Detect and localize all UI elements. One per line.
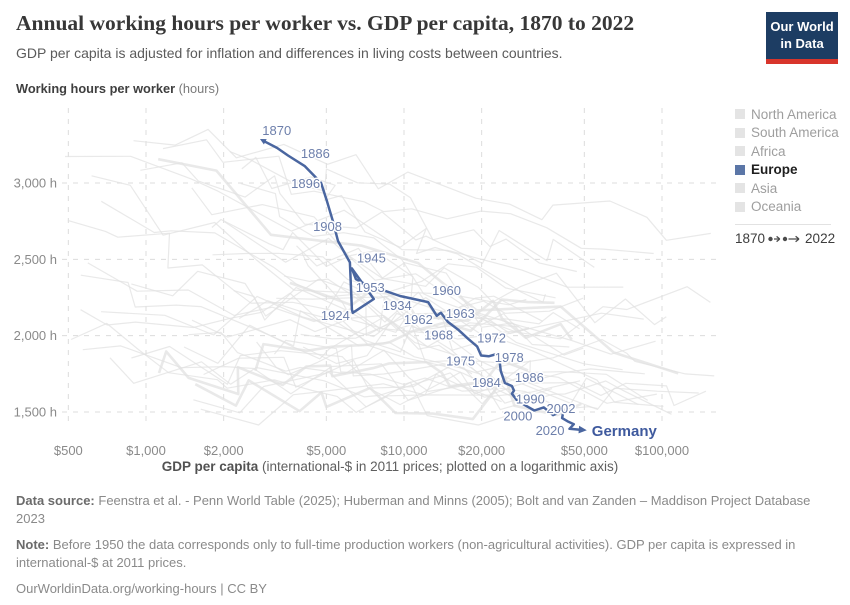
legend-swatch-south-america (735, 127, 745, 138)
legend-label-asia: Asia (751, 180, 778, 196)
year-label-1975: 1975 (446, 354, 475, 369)
legend-label-south-america: South America (751, 125, 839, 141)
data-source-text: Feenstra et al. - Penn World Table (2025… (16, 493, 811, 527)
year-label-1962: 1962 (404, 312, 433, 327)
gridlines: $500 $1,000 $2,000 $5,000 $10,000 $20,000 $50,… (14, 108, 718, 458)
x-tick-label: $5,000 (306, 443, 346, 458)
legend-item-south-america[interactable]: South America (735, 124, 845, 143)
year-label-2002: 2002 (547, 401, 576, 416)
chart-subtitle: GDP per capita is adjusted for inflation… (16, 44, 563, 61)
timeline-arrow-icon (768, 235, 800, 242)
legend-item-europe[interactable]: Europe (735, 161, 845, 180)
legend-label-africa: Africa (751, 143, 786, 159)
year-label-1896: 1896 (291, 176, 320, 191)
germany-label[interactable]: Germany (590, 422, 659, 442)
year-label-1986: 1986 (515, 370, 544, 385)
y-axis-title: Working hours per worker (hours) (16, 81, 219, 96)
year-label-1978: 1978 (495, 350, 524, 365)
page-title: Annual working hours per worker vs. GDP … (16, 11, 635, 35)
year-label-1924: 1924 (321, 308, 350, 323)
y-tick-label: 2,500 h (14, 252, 57, 267)
legend-item-asia[interactable]: Asia (735, 179, 845, 198)
year-label-1990: 1990 (516, 392, 545, 407)
year-label-2000: 2000 (503, 409, 532, 424)
footer-separator: | (216, 580, 228, 596)
x-tick-label: $1,000 (126, 443, 166, 458)
note-line: Note: Before 1950 the data corresponds o… (16, 536, 816, 573)
x-tick-label: $100,000 (635, 443, 689, 458)
license-link[interactable]: CC BY (227, 580, 267, 596)
legend-divider (735, 224, 831, 225)
note-text: Before 1950 the data corresponds only to… (16, 536, 796, 571)
data-source-label: Data source: (16, 493, 95, 508)
timeline-end-year: 2022 (805, 231, 836, 246)
germany-line[interactable] (264, 140, 581, 431)
y-tick-label: 1,500 h (14, 405, 57, 420)
year-label-2020: 2020 (536, 423, 565, 438)
chart-header: Annual working hours per worker vs. GDP … (16, 10, 756, 61)
year-label-1963: 1963 (446, 306, 475, 321)
background-country-lines (64, 128, 715, 426)
year-label-1968: 1968 (424, 328, 453, 343)
timeline-start-year: 1870 (735, 231, 766, 246)
owid-logo[interactable]: Our World in Data (766, 12, 838, 64)
legend-swatch-oceania (735, 201, 745, 212)
y-tick-label: 2,000 h (14, 328, 57, 343)
x-tick-label: $20,000 (458, 443, 505, 458)
legend-label-north-america: North America (751, 106, 837, 122)
year-label-1972: 1972 (477, 330, 506, 345)
year-label-1870: 1870 (262, 123, 291, 138)
line-start-arrow-icon (259, 139, 267, 145)
year-label-1945: 1945 (357, 251, 386, 266)
legend-item-oceania[interactable]: Oceania (735, 198, 845, 217)
owid-logo-line1: Our World (770, 19, 834, 34)
legend-swatch-asia (735, 183, 745, 194)
year-label-1960: 1960 (432, 283, 461, 298)
legend-item-north-america[interactable]: North America (735, 105, 845, 124)
x-tick-label: $10,000 (381, 443, 428, 458)
year-label-1908: 1908 (313, 219, 342, 234)
x-tick-label: $2,000 (204, 443, 244, 458)
timeline-legend[interactable]: 1870 2022 (735, 231, 845, 246)
chart-footer: Data source: Feenstra et al. - Penn Worl… (16, 492, 816, 605)
legend-swatch-africa (735, 146, 745, 157)
year-label-1934: 1934 (383, 298, 412, 313)
legend: North America South America Africa Europ… (735, 105, 845, 246)
note-label: Note: (16, 536, 50, 552)
year-label-1984: 1984 (472, 375, 501, 390)
legend-swatch-north-america (735, 109, 745, 120)
x-tick-label: $500 (54, 443, 83, 458)
legend-label-europe: Europe (751, 162, 798, 178)
y-axis-title-main: Working hours per worker (16, 81, 176, 96)
legend-item-africa[interactable]: Africa (735, 142, 845, 161)
line-end-arrow-icon (578, 425, 587, 434)
x-axis-title: GDP per capita (international-$ in 2011 … (162, 459, 619, 474)
year-label-1953: 1953 (356, 280, 385, 295)
legend-label-oceania: Oceania (751, 199, 802, 215)
footer-links: OurWorldinData.org/working-hours | CC BY (16, 580, 816, 598)
owid-logo-line2: in Data (780, 35, 824, 51)
footer-url-link[interactable]: OurWorldinData.org/working-hours (16, 580, 217, 596)
legend-swatch-europe (735, 164, 745, 175)
year-label-1886: 1886 (301, 146, 330, 161)
x-tick-label: $50,000 (561, 443, 608, 458)
y-tick-label: 3,000 h (14, 176, 57, 191)
chart-canvas: $500 $1,000 $2,000 $5,000 $10,000 $20,000 $50,… (14, 108, 718, 474)
y-axis-title-unit: (hours) (175, 81, 220, 96)
data-source-line: Data source: Feenstra et al. - Penn Worl… (16, 492, 816, 529)
